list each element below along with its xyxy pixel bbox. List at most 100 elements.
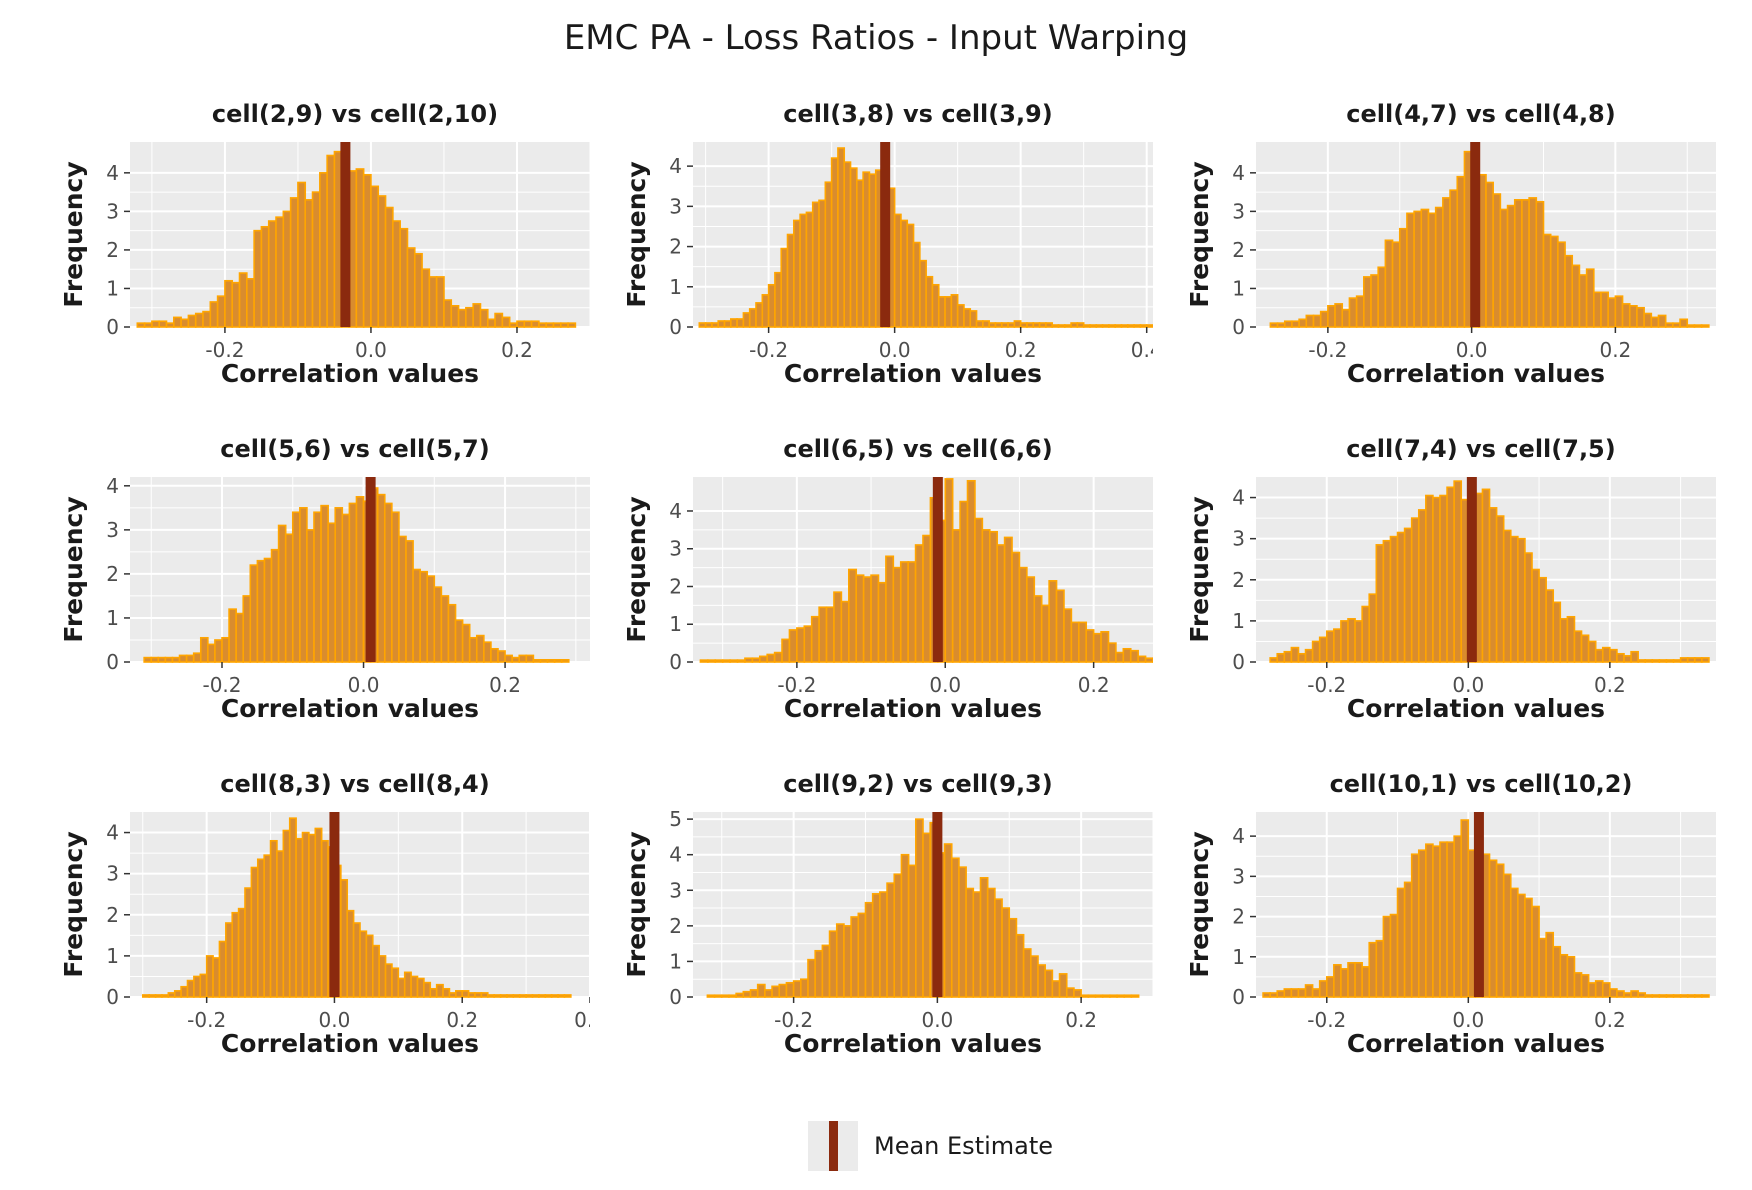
y-tick-label: 0 [1232, 315, 1245, 339]
mean-estimate-line [1473, 812, 1484, 997]
x-tick-label: -0.2 [1307, 673, 1346, 697]
histogram-bar [504, 654, 513, 663]
histogram-bar [1122, 647, 1132, 663]
histogram-bar [986, 887, 996, 998]
histogram-bar [530, 320, 540, 328]
y-tick-label: 0 [669, 985, 682, 1009]
histogram-bar [1361, 966, 1371, 998]
histogram-bar [982, 320, 990, 328]
histogram-bar [1325, 976, 1335, 998]
histogram-bar [340, 879, 349, 998]
x-axis-title: Correlation values [221, 1029, 479, 1058]
histogram-bar [465, 306, 474, 328]
histogram-bar [1080, 994, 1090, 998]
histogram-bar [291, 511, 301, 663]
histogram-bar [1008, 917, 1018, 998]
legend-label: Mean Estimate [874, 1132, 1054, 1160]
histogram-bar [900, 219, 909, 328]
histogram-bar [1658, 994, 1668, 998]
histogram-bar [1377, 266, 1387, 328]
histogram-bar [1506, 204, 1516, 328]
legend-mean-swatch [829, 1121, 838, 1171]
histogram-bar [956, 304, 965, 328]
histogram-bar [922, 832, 931, 998]
histogram-bar [295, 837, 304, 998]
histogram-bar [539, 658, 549, 663]
y-tick-label: 2 [106, 903, 119, 927]
histogram-bar [1637, 992, 1647, 998]
histogram-bar [1509, 535, 1519, 663]
histogram-bar [501, 316, 511, 328]
histogram-bar [1070, 322, 1079, 328]
histogram-bar [1095, 324, 1104, 328]
histogram-bar [1664, 322, 1674, 328]
histogram-bar [154, 994, 163, 998]
histogram-bar [698, 322, 707, 328]
histogram-bar [1492, 193, 1502, 328]
histogram-bar [1063, 608, 1073, 663]
histogram-bar [1297, 988, 1307, 998]
panel-svg: cell(7,4) vs cell(7,5) -0.2 0.0 0.2 0 1 2 3 4 Cor… [1185, 435, 1716, 723]
histogram-bar [1644, 994, 1654, 998]
histogram-bar [788, 629, 798, 663]
histogram-bar [371, 944, 380, 998]
histogram-bar [1363, 276, 1372, 328]
histogram-bar [419, 570, 429, 663]
histogram-bar [974, 517, 984, 663]
histogram-bar [277, 524, 287, 663]
histogram-bar [699, 659, 709, 663]
histogram-bar [1686, 324, 1696, 328]
histogram-bar [228, 608, 237, 663]
histogram-bar [818, 606, 828, 663]
histogram-bar [1495, 863, 1505, 998]
histogram-bar [429, 987, 438, 998]
histogram-bar [276, 850, 285, 998]
histogram-bar [346, 909, 355, 998]
histogram-bar [178, 654, 188, 663]
y-axis-title: Frequency [59, 496, 88, 642]
histogram-bar [306, 529, 315, 663]
histogram-bar [862, 171, 871, 328]
histogram-bar [1073, 989, 1082, 998]
histogram-bar [1580, 974, 1590, 998]
histogram-bar [221, 636, 230, 663]
histogram-bar [1630, 650, 1639, 663]
histogram-bar [796, 627, 806, 663]
histogram-bar [253, 229, 263, 328]
histogram-bar [810, 615, 820, 663]
histogram-bar [1542, 233, 1552, 328]
histogram-bar [925, 275, 934, 328]
histogram-bar [377, 195, 387, 328]
histogram-bar [421, 268, 431, 328]
histogram-bar [136, 322, 146, 328]
x-tick-label: -0.2 [187, 1008, 226, 1032]
histogram-bar [454, 619, 464, 663]
mean-estimate-line [880, 142, 891, 327]
y-tick-label: 1 [106, 276, 119, 300]
facet-panel: cell(8,3) vs cell(8,4) -0.2 0.0 0.2 0.4 0 1 2 3 4… [30, 762, 590, 1092]
histogram-bar [1115, 651, 1125, 663]
histogram-bar [748, 308, 757, 328]
histogram-bar [467, 992, 476, 998]
histogram-bar [1531, 905, 1540, 998]
histogram-bar [398, 535, 407, 663]
histogram-bar [518, 654, 528, 663]
histogram-bar [237, 907, 246, 998]
histogram-bar [550, 994, 559, 998]
histogram-bar [1040, 604, 1050, 663]
x-tick-label: 0.2 [446, 1008, 478, 1032]
histogram-bar [1120, 324, 1129, 328]
histogram-bar [199, 636, 209, 663]
histogram-bar [1643, 312, 1653, 328]
mean-estimate-line [365, 477, 376, 662]
histogram-bar [1587, 640, 1597, 663]
histogram-bar [1033, 595, 1043, 663]
histogram-bar [1319, 310, 1329, 328]
histogram-bar [833, 591, 843, 663]
y-tick-label: 0 [106, 650, 119, 674]
histogram-bar [1291, 320, 1300, 328]
histogram-bar [755, 302, 764, 328]
histogram-bar [1594, 648, 1604, 663]
histogram-bar [1524, 897, 1533, 998]
histogram-bar [1587, 982, 1597, 998]
